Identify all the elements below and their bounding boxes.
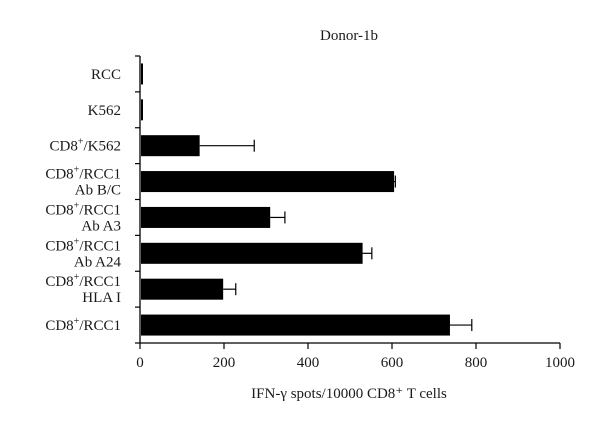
bar bbox=[141, 314, 450, 336]
error-bars bbox=[199, 139, 473, 332]
chart-title: Donor-1b bbox=[320, 28, 378, 44]
x-tick-label: 1000 bbox=[545, 355, 575, 371]
category-label: CD8+/RCC1 Ab A3 bbox=[45, 200, 121, 234]
x-tick-label: 800 bbox=[465, 355, 488, 371]
category-label-part: /K562 bbox=[84, 139, 122, 155]
category-label: CD8+/RCC1 HLA I bbox=[45, 272, 121, 306]
category-label-superscript: + bbox=[74, 316, 80, 327]
axes: 0 200 400 600 800 1000 bbox=[135, 55, 575, 371]
category-label: CD8+/K562 bbox=[50, 137, 121, 155]
category-label-part: HLA I bbox=[82, 290, 121, 306]
category-label-superscript: + bbox=[74, 165, 80, 176]
bar bbox=[141, 171, 395, 193]
bars bbox=[141, 63, 450, 336]
bar bbox=[141, 99, 143, 121]
category-label-part: /RCC1 bbox=[79, 274, 121, 290]
x-axis-title: IFN-γ spots/10000 CD8⁺ T cells bbox=[251, 386, 447, 402]
category-label: CD8+/RCC1 Ab B/C bbox=[45, 165, 121, 199]
category-label: CD8+/RCC1 Ab A24 bbox=[45, 236, 121, 270]
x-tick-label: 600 bbox=[381, 355, 404, 371]
category-label: K562 bbox=[88, 103, 121, 119]
x-tick-label: 0 bbox=[136, 355, 144, 371]
category-label-superscript: + bbox=[74, 236, 80, 247]
category-label-part: CD8 bbox=[45, 167, 73, 183]
category-label-part: Ab A3 bbox=[81, 218, 121, 234]
category-label: RCC bbox=[91, 67, 121, 83]
category-label-superscript: + bbox=[74, 272, 80, 283]
x-tick-label: 400 bbox=[297, 355, 320, 371]
bar bbox=[141, 206, 271, 228]
bar bbox=[141, 242, 363, 264]
category-label-part: K562 bbox=[88, 103, 121, 119]
category-label-part: /RCC1 bbox=[79, 238, 121, 254]
category-label-part: Ab B/C bbox=[75, 183, 121, 199]
category-label-superscript: + bbox=[74, 200, 80, 211]
category-label-part: /RCC1 bbox=[79, 202, 121, 218]
category-label-part: RCC bbox=[91, 67, 121, 83]
category-label-part: Ab A24 bbox=[74, 254, 122, 270]
bar bbox=[141, 135, 200, 157]
category-label: CD8+/RCC1 bbox=[45, 316, 121, 334]
category-label-part: /RCC1 bbox=[79, 167, 121, 183]
category-label-part: CD8 bbox=[45, 274, 73, 290]
x-tick-label: 200 bbox=[213, 355, 236, 371]
category-label-part: CD8 bbox=[45, 238, 73, 254]
category-label-part: CD8 bbox=[45, 202, 73, 218]
category-label-part: CD8 bbox=[50, 139, 78, 155]
bar bbox=[141, 63, 143, 85]
category-label-part: /RCC1 bbox=[79, 318, 121, 334]
bar bbox=[141, 278, 224, 300]
category-label-superscript: + bbox=[78, 137, 84, 148]
category-label-part: CD8 bbox=[45, 318, 73, 334]
